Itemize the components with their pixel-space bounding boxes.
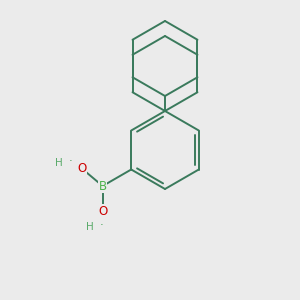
Text: O: O <box>98 205 107 218</box>
Text: B: B <box>99 179 107 193</box>
Text: H: H <box>55 158 63 168</box>
Text: H: H <box>86 222 94 232</box>
Text: O: O <box>77 162 87 175</box>
Text: ·: · <box>69 155 73 168</box>
Text: ·: · <box>100 219 104 232</box>
